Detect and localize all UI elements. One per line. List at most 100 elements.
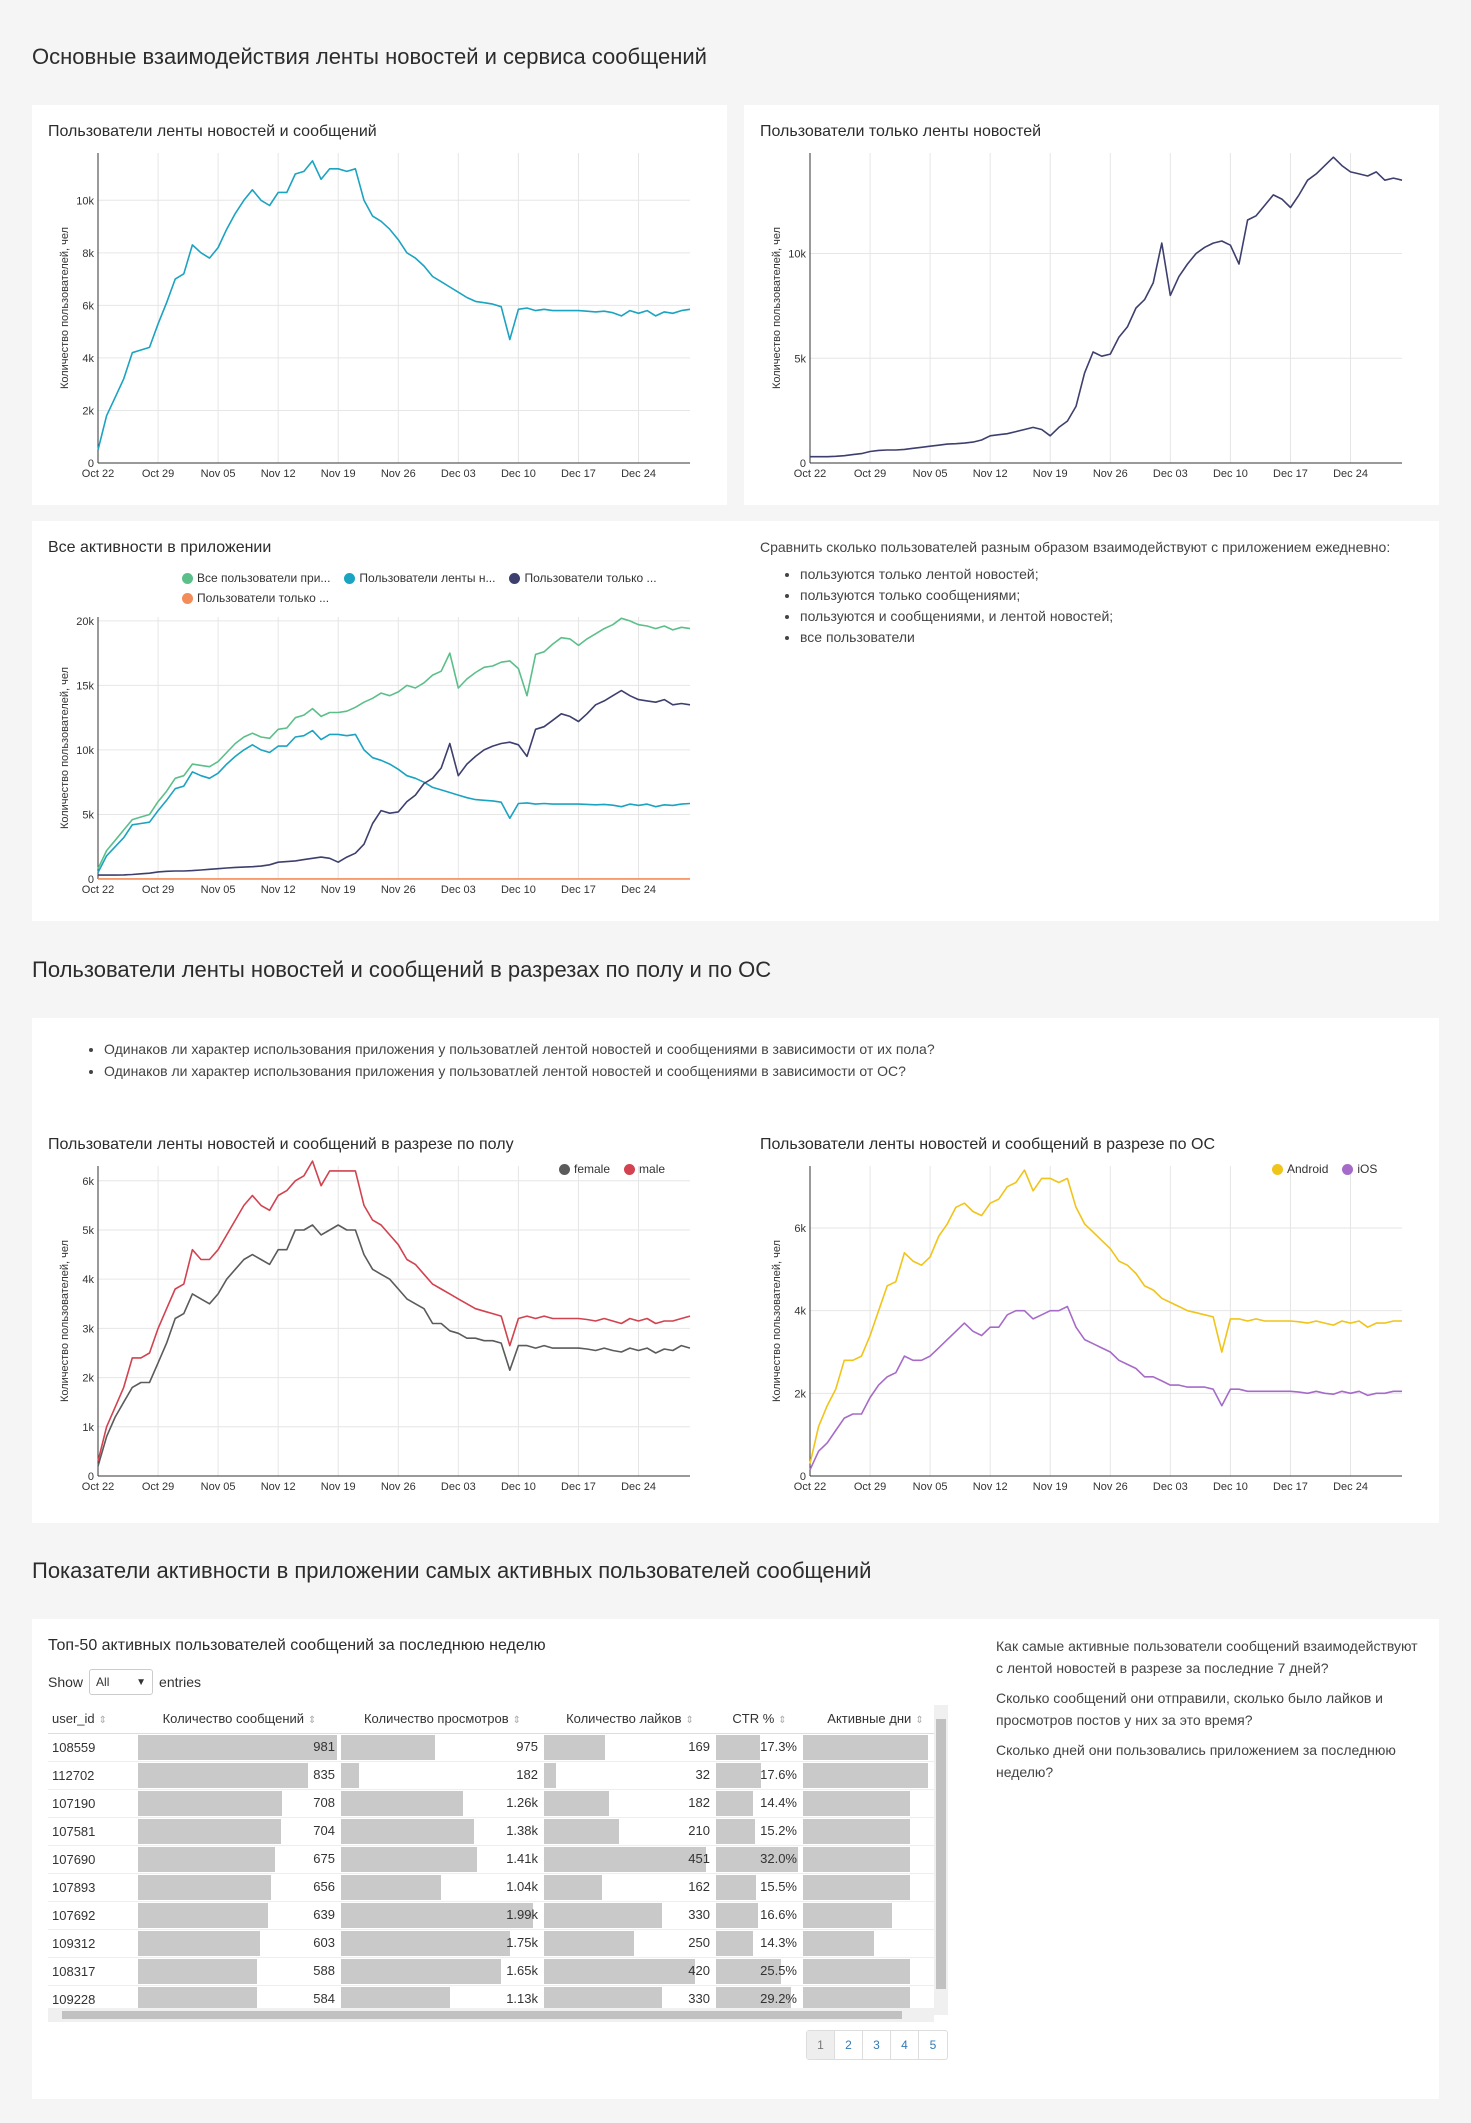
table-row[interactable]: 109312 603 1.75k 250 14.3% [48, 1929, 948, 1958]
series-line-0 [97, 1224, 691, 1467]
sort-icon: ⇕ [98, 1715, 108, 1727]
table-row[interactable]: 107190 708 1.26k 182 14.4% [48, 1789, 948, 1818]
y-tick-label: 10k [788, 249, 806, 261]
column-header-views[interactable]: Количество просмотров ⇕ [341, 1705, 544, 1734]
cell-user-id: 108559 [48, 1733, 138, 1762]
y-tick-label: 4k [82, 353, 94, 365]
cell-value: 1.99k [506, 1907, 538, 1922]
horizontal-scrollbar[interactable] [48, 2008, 934, 2022]
vertical-scrollbar[interactable] [934, 1705, 948, 2015]
chart-legend[interactable]: Все пользователи при... Пользователи лент… [182, 571, 702, 605]
column-header-ctr[interactable]: CTR % ⇕ [716, 1705, 803, 1734]
x-tick-label: Nov 12 [973, 1481, 1008, 1493]
cell-bar [716, 1874, 756, 1900]
table-row[interactable]: 107692 639 1.99k 330 16.6% [48, 1901, 948, 1930]
legend-item-male[interactable]: male [624, 1162, 665, 1176]
y-axis-label: Количество пользователей, чел [59, 667, 71, 829]
page-button-5[interactable]: 5 [929, 2038, 937, 2052]
column-header-likes[interactable]: Количество лайков ⇕ [544, 1705, 716, 1734]
legend-item-android[interactable]: Android [1272, 1162, 1328, 1176]
legend-label: Пользователи только ... [524, 571, 657, 585]
table-row[interactable]: 107690 675 1.41k 451 32.0% [48, 1845, 948, 1874]
cell-bar [138, 1790, 282, 1816]
legend-item[interactable]: Пользователи только ... [509, 571, 657, 585]
table-row[interactable]: 108559 981 975 169 17.3% [48, 1733, 948, 1762]
cell-views: 975 [341, 1733, 544, 1762]
chart-legend[interactable]: female male [559, 1162, 665, 1176]
legend-item[interactable]: Пользователи только ... [182, 591, 329, 605]
x-tick-label: Nov 19 [321, 468, 356, 480]
column-header-user-id[interactable]: user_id ⇕ [48, 1705, 138, 1734]
cell-user-id: 112702 [48, 1761, 138, 1790]
x-tick-label: Dec 17 [561, 884, 596, 896]
y-tick-label: 8k [82, 248, 94, 260]
chart-legend[interactable]: Android iOS [1272, 1162, 1377, 1176]
chart-os: Oct 22 Oct 29 Nov 05 Nov 12 Nov 19 Nov 26 Dec … [771, 1166, 1402, 1493]
x-tick-label: Dec 10 [1213, 468, 1248, 480]
entries-label: entries [159, 1674, 202, 1690]
entries-select[interactable]: All ▼ [89, 1669, 154, 1695]
x-tick-label: Oct 22 [82, 884, 114, 896]
page-button-2[interactable]: 2 [835, 2031, 863, 2059]
cell-likes: 210 [544, 1817, 716, 1846]
cell-likes: 420 [544, 1957, 716, 1986]
table-row[interactable]: 107893 656 1.04k 162 15.5% [48, 1873, 948, 1902]
chart-card-both: Пользователи ленты новостей и сообщений … [32, 105, 727, 505]
series-line-1 [97, 1160, 691, 1462]
scrollbar-thumb[interactable] [62, 2011, 902, 2019]
legend-item[interactable]: Пользователи ленты н... [344, 571, 495, 585]
x-tick-label: Dec 03 [1153, 468, 1188, 480]
cell-bar [544, 1762, 556, 1788]
chart-title: Пользователи ленты новостей и сообщений … [760, 1136, 1216, 1153]
table-row[interactable]: 112702 835 182 32 17.6% [48, 1761, 948, 1790]
legend-item[interactable]: Все пользователи при... [182, 571, 330, 585]
x-tick-label: Dec 03 [441, 468, 476, 480]
cell-bar [341, 1818, 475, 1844]
cell-user-id: 109312 [48, 1929, 138, 1958]
legend-item-ios[interactable]: iOS [1342, 1162, 1377, 1176]
show-entries: Show All ▼ entries [48, 1669, 201, 1695]
page-button-1[interactable]: 1 [807, 2031, 835, 2059]
legend-label: Android [1287, 1162, 1329, 1176]
legend-item-female[interactable]: female [559, 1162, 610, 1176]
column-header-messages[interactable]: Количество сообщений ⇕ [138, 1705, 341, 1734]
chart-card-os: Пользователи ленты новостей и сообщений … [744, 1118, 1439, 1518]
page-button-3[interactable]: 3 [863, 2031, 891, 2059]
table-scroll-area[interactable]: user_id ⇕ Количество сообщений ⇕ Количеств… [48, 1705, 948, 2015]
y-tick-label: 10k [76, 195, 94, 207]
cell-value: 675 [313, 1851, 335, 1866]
x-tick-label: Dec 24 [621, 1481, 656, 1493]
questions-list: Одинаков ли характер использования прило… [64, 1038, 935, 1082]
description-item: пользуются только сообщениями; [800, 585, 1400, 606]
cell-likes: 330 [544, 1901, 716, 1930]
scrollbar-thumb[interactable] [936, 1719, 946, 1989]
y-axis-label: Количество пользователей, чел [59, 1240, 71, 1402]
cell-ctr: 15.5% [716, 1873, 803, 1902]
cell-bar [341, 1986, 451, 2012]
page-button-4[interactable]: 4 [891, 2031, 919, 2059]
cell-active-days [803, 1761, 948, 1790]
series-line-0 [809, 1169, 1402, 1464]
legend-dot [509, 572, 521, 584]
column-header-active-days[interactable]: Активные дни ⇕ [803, 1705, 948, 1734]
cell-bar [138, 1762, 308, 1788]
cell-value: 981 [313, 1739, 335, 1754]
table-header-row: user_id ⇕ Количество сообщений ⇕ Количеств… [48, 1705, 948, 1734]
table-row[interactable]: 107581 704 1.38k 210 15.2% [48, 1817, 948, 1846]
cell-value: 588 [313, 1963, 335, 1978]
table-row[interactable]: 108317 588 1.65k 420 25.5% [48, 1957, 948, 1986]
cell-bar [803, 1986, 910, 2012]
legend-label: iOS [1357, 1162, 1378, 1176]
pagination: 1 2 3 4 5 [806, 2030, 948, 2060]
cell-messages: 708 [138, 1789, 341, 1818]
x-tick-label: Dec 17 [561, 1481, 596, 1493]
table-title: Топ-50 активных пользователей сообщений … [48, 1637, 546, 1654]
x-tick-label: Nov 26 [381, 884, 416, 896]
x-tick-label: Nov 12 [261, 884, 296, 896]
cell-bar [341, 1790, 463, 1816]
x-tick-label: Dec 24 [621, 884, 656, 896]
x-tick-label: Nov 12 [261, 468, 296, 480]
series-line-1 [809, 1305, 1402, 1471]
y-axis-label: Количество пользователей, чел [771, 1240, 783, 1402]
x-tick-label: Oct 22 [794, 1481, 826, 1493]
